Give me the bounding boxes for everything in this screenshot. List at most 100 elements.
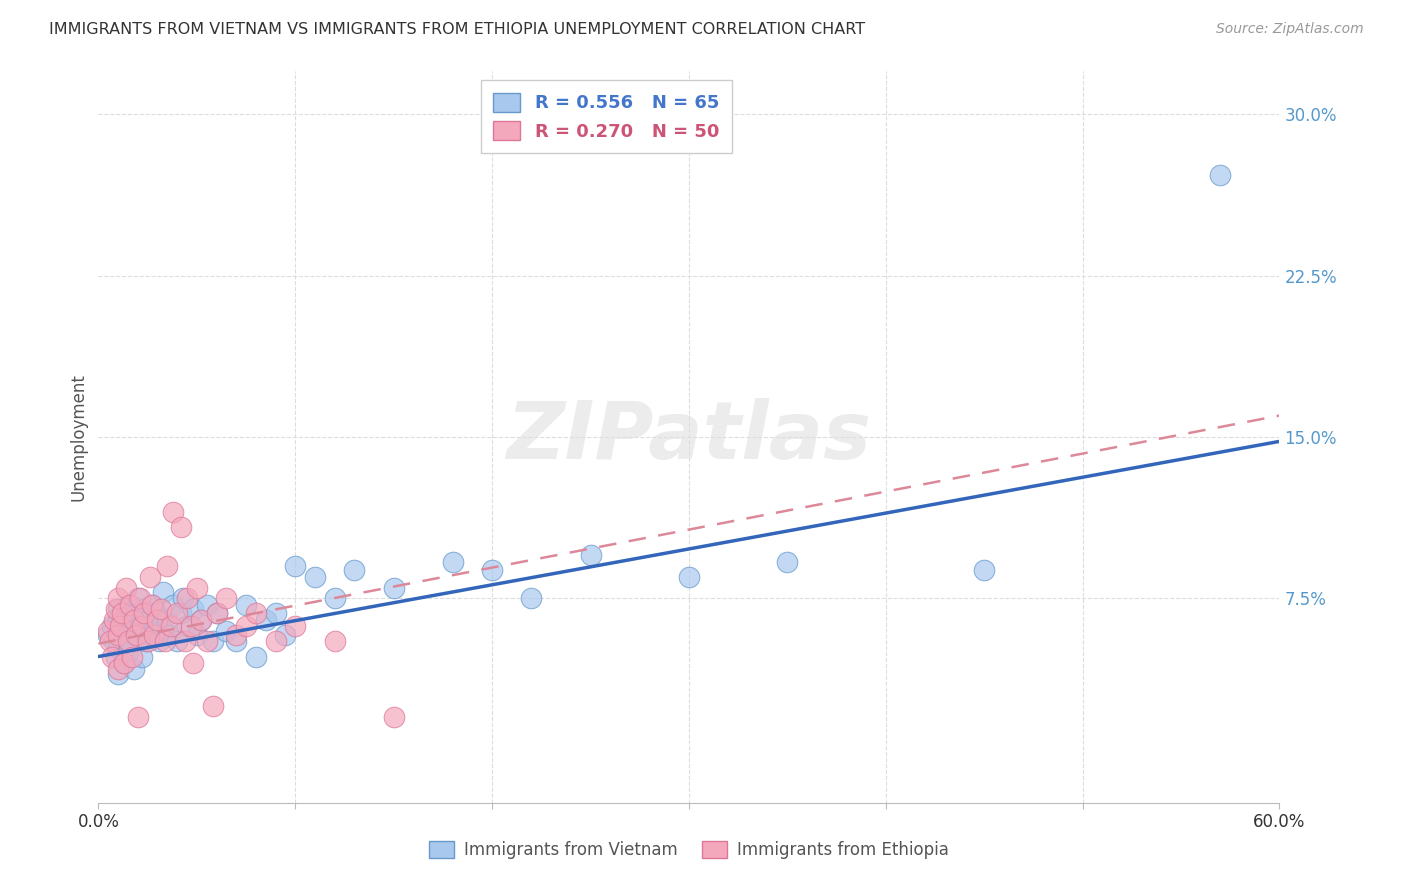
- Point: [127, 710, 149, 724]
- Point: [97, 624, 120, 638]
- Point: [103, 613, 125, 627]
- Point: [274, 628, 297, 642]
- Point: [156, 613, 179, 627]
- Point: [108, 619, 131, 633]
- Point: [136, 613, 159, 627]
- Point: [142, 628, 165, 642]
- Point: [131, 619, 153, 633]
- Point: [107, 662, 129, 676]
- Legend: Immigrants from Vietnam, Immigrants from Ethiopia: Immigrants from Vietnam, Immigrants from…: [420, 833, 957, 868]
- Point: [579, 549, 602, 563]
- Point: [146, 613, 169, 627]
- Point: [122, 662, 145, 676]
- Point: [174, 634, 197, 648]
- Point: [128, 619, 150, 633]
- Point: [117, 634, 139, 648]
- Point: [245, 607, 267, 621]
- Point: [245, 649, 267, 664]
- Point: [284, 619, 307, 633]
- Point: [135, 634, 157, 648]
- Point: [115, 581, 138, 595]
- Point: [138, 570, 160, 584]
- Point: [1209, 168, 1232, 182]
- Point: [101, 649, 124, 664]
- Point: [190, 613, 212, 627]
- Point: [131, 649, 153, 664]
- Point: [304, 570, 326, 584]
- Point: [142, 624, 165, 638]
- Point: [150, 602, 173, 616]
- Point: [162, 598, 184, 612]
- Point: [235, 619, 257, 633]
- Point: [107, 666, 129, 681]
- Point: [382, 710, 405, 724]
- Point: [190, 613, 212, 627]
- Point: [264, 634, 287, 648]
- Point: [205, 607, 228, 621]
- Point: [160, 619, 183, 633]
- Point: [176, 619, 198, 633]
- Point: [170, 520, 193, 534]
- Point: [107, 602, 129, 616]
- Point: [118, 598, 141, 612]
- Point: [111, 607, 134, 621]
- Point: [118, 634, 141, 648]
- Point: [254, 613, 277, 627]
- Point: [112, 656, 135, 670]
- Point: [157, 628, 180, 642]
- Point: [111, 607, 134, 621]
- Point: [382, 581, 405, 595]
- Point: [115, 628, 138, 642]
- Point: [201, 634, 224, 648]
- Point: [181, 656, 204, 670]
- Point: [205, 607, 228, 621]
- Point: [107, 613, 129, 627]
- Point: [98, 634, 121, 648]
- Point: [103, 634, 125, 648]
- Point: [125, 607, 148, 621]
- Point: [201, 698, 224, 713]
- Text: IMMIGRANTS FROM VIETNAM VS IMMIGRANTS FROM ETHIOPIA UNEMPLOYMENT CORRELATION CHA: IMMIGRANTS FROM VIETNAM VS IMMIGRANTS FR…: [49, 22, 865, 37]
- Point: [141, 598, 163, 612]
- Point: [195, 598, 218, 612]
- Point: [138, 628, 160, 642]
- Point: [235, 598, 257, 612]
- Point: [215, 591, 238, 606]
- Point: [155, 634, 177, 648]
- Point: [172, 591, 194, 606]
- Point: [481, 564, 503, 578]
- Point: [156, 559, 179, 574]
- Point: [101, 619, 124, 633]
- Point: [323, 591, 346, 606]
- Point: [441, 555, 464, 569]
- Point: [152, 585, 174, 599]
- Y-axis label: Unemployment: Unemployment: [69, 373, 87, 501]
- Point: [108, 624, 131, 638]
- Point: [520, 591, 543, 606]
- Point: [166, 634, 188, 648]
- Point: [264, 607, 287, 621]
- Point: [180, 619, 202, 633]
- Point: [107, 628, 129, 642]
- Point: [176, 591, 198, 606]
- Point: [132, 602, 155, 616]
- Point: [107, 640, 129, 655]
- Point: [127, 591, 149, 606]
- Point: [117, 598, 139, 612]
- Point: [112, 656, 135, 670]
- Point: [122, 613, 145, 627]
- Point: [107, 591, 129, 606]
- Point: [225, 628, 247, 642]
- Point: [776, 555, 799, 569]
- Point: [105, 602, 128, 616]
- Point: [136, 634, 159, 648]
- Point: [148, 634, 170, 648]
- Point: [215, 624, 238, 638]
- Point: [132, 607, 155, 621]
- Point: [121, 617, 143, 632]
- Point: [678, 570, 700, 584]
- Point: [973, 564, 995, 578]
- Point: [105, 649, 128, 664]
- Point: [181, 602, 204, 616]
- Point: [186, 581, 208, 595]
